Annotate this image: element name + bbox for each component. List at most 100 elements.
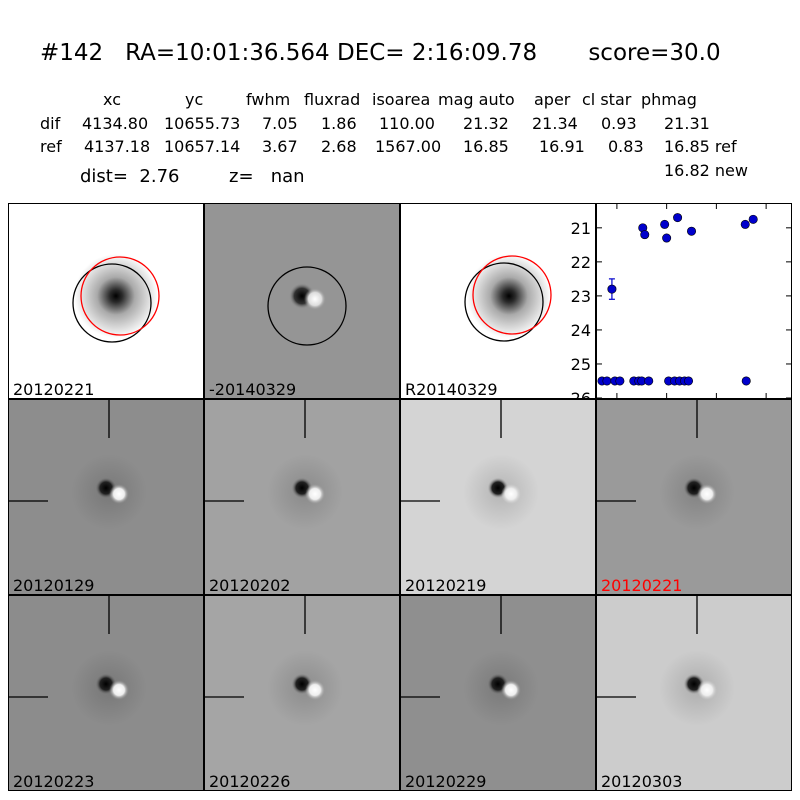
- data-point: [687, 226, 697, 236]
- light-curve-panel: 212223242526-50050100: [571, 203, 792, 421]
- red-aperture-circle: [472, 255, 552, 335]
- data-point: [607, 284, 617, 294]
- ref-mag-auto: 16.85: [463, 137, 509, 156]
- black-aperture-circle: [72, 263, 152, 343]
- y-tick-label: 21: [571, 219, 591, 238]
- panel-date-label: R20140329: [405, 380, 498, 399]
- dif-phmag: 21.31: [664, 114, 710, 133]
- cutout-image: [597, 400, 735, 530]
- data-point: [615, 376, 625, 386]
- dist-label: dist=: [80, 166, 128, 187]
- bright-lobe: [304, 288, 326, 310]
- dif-fwhm: 7.05: [262, 114, 298, 133]
- ref-fwhm: 3.67: [262, 137, 298, 156]
- data-point: [673, 213, 683, 223]
- bright-lobe: [109, 680, 129, 700]
- reference-cutout-panel: 20120221: [8, 203, 204, 399]
- col-header-fwhm: fwhm: [246, 90, 291, 109]
- cutout-image: [205, 400, 343, 530]
- data-point: [741, 376, 751, 386]
- bright-lobe: [501, 680, 521, 700]
- page-title: #142 RA=10:01:36.564 DEC= 2:16:09.78 sco…: [40, 40, 721, 66]
- measurement-table: xc yc fwhm fluxrad isoarea mag auto aper…: [0, 0, 800, 200]
- ref-isoarea: 1567.00: [375, 137, 442, 156]
- light-curve-plot: 212223242526-50050100: [571, 204, 791, 421]
- dif-aper: 21.34: [532, 114, 578, 133]
- dif-fluxrad: 1.86: [321, 114, 357, 133]
- ref-phmag: 16.85 ref: [664, 137, 737, 156]
- row-label-dif: dif: [40, 114, 61, 133]
- data-point: [684, 376, 694, 386]
- z-label: z=: [229, 166, 254, 187]
- object-id: #142: [40, 40, 104, 66]
- ref-yc: 10657.14: [164, 137, 241, 156]
- dif-xc: 4134.80: [82, 114, 149, 133]
- y-tick-label: 22: [571, 253, 591, 272]
- black-aperture-circle: [464, 262, 544, 342]
- data-point: [602, 376, 612, 386]
- y-tick-label: 25: [571, 355, 591, 374]
- cutout-image: [205, 596, 343, 726]
- new-phmag-tag: new: [714, 161, 748, 180]
- panel-date-label: -20140329: [209, 380, 297, 399]
- cutout-image: [9, 400, 147, 530]
- data-point: [748, 214, 758, 224]
- bright-lobe: [697, 680, 717, 700]
- col-header-aper: aper: [534, 90, 571, 109]
- panel-date-label: 20120219: [405, 576, 487, 595]
- cutout-panel: 20120219: [400, 399, 596, 595]
- reference-epoch-image: [464, 254, 552, 342]
- ref-phmag-value: 16.85: [664, 137, 710, 156]
- cutout-image: [9, 596, 147, 726]
- data-point: [740, 219, 750, 229]
- ref-xc: 4137.18: [84, 137, 151, 156]
- reference-cutout-image: [72, 254, 160, 343]
- panel-date-label: 20120221: [601, 576, 683, 595]
- redshift-info: z= nan: [229, 166, 305, 187]
- source-blob: [467, 254, 551, 338]
- cutout-image: [401, 400, 539, 530]
- cutout-panel: 20120226: [204, 595, 400, 791]
- difference-cutout-image: [267, 266, 347, 346]
- col-header-phmag: phmag: [641, 90, 697, 109]
- distance-info: dist= 2.76: [80, 166, 179, 187]
- panel-date-label: 20120202: [209, 576, 291, 595]
- col-header-yc: yc: [185, 90, 204, 109]
- col-header-isoarea: isoarea: [372, 90, 431, 109]
- cutout-panel: 20120129: [8, 399, 204, 595]
- dist-value: 2.76: [139, 166, 180, 187]
- black-aperture-circle: [267, 266, 347, 346]
- panel-date-label: 20120229: [405, 772, 487, 791]
- new-phmag-value: 16.82: [664, 161, 710, 180]
- cutout-panel: 20120229: [400, 595, 596, 791]
- col-header-xc: xc: [103, 90, 121, 109]
- cutout-panel: 20120221: [596, 399, 792, 595]
- panel-date-label: 20120221: [13, 380, 95, 399]
- cutout-panel: 20120303: [596, 595, 792, 791]
- red-aperture-circle: [80, 256, 160, 336]
- dif-cl-star: 0.93: [601, 114, 637, 133]
- ref-aper: 16.91: [539, 137, 585, 156]
- panel-date-label: 20120303: [601, 772, 683, 791]
- cutout-image: [597, 596, 735, 726]
- dif-yc: 10655.73: [164, 114, 241, 133]
- col-header-mag-auto: mag auto: [438, 90, 515, 109]
- panel-date-label: 20120226: [209, 772, 291, 791]
- bright-lobe: [109, 484, 129, 504]
- data-point: [662, 233, 672, 243]
- y-tick-label: 24: [571, 321, 591, 340]
- dif-isoarea: 110.00: [379, 114, 435, 133]
- row-label-ref: ref: [40, 137, 62, 156]
- reference-epoch-panel: R20140329: [400, 203, 596, 399]
- ref-fluxrad: 2.68: [321, 137, 357, 156]
- col-header-fluxrad: fluxrad: [304, 90, 361, 109]
- z-value: nan: [270, 166, 305, 187]
- dif-mag-auto: 21.32: [463, 114, 509, 133]
- bright-lobe: [697, 484, 717, 504]
- ref-phmag-tag: ref: [714, 137, 737, 156]
- data-point: [660, 219, 670, 229]
- col-header-cl-star: cl star: [582, 90, 632, 109]
- bright-lobe: [501, 484, 521, 504]
- y-tick-label: 23: [571, 287, 591, 306]
- bright-lobe: [305, 484, 325, 504]
